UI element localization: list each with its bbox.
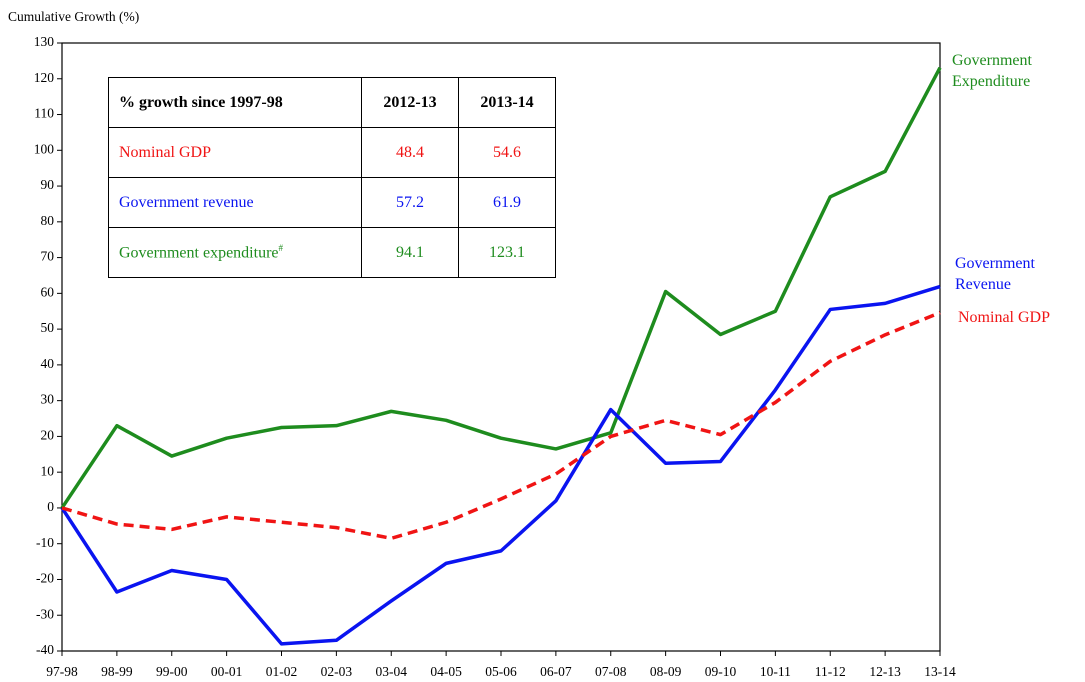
y-tick-label: 20 bbox=[41, 428, 55, 443]
table-value: 57.2 bbox=[361, 177, 459, 228]
row-label: Government revenue bbox=[119, 193, 254, 211]
x-tick-label: 97-98 bbox=[46, 664, 78, 679]
table-header-cell: 2013-14 bbox=[458, 77, 556, 128]
y-tick-label: -30 bbox=[36, 606, 54, 621]
table-value: 48.4 bbox=[361, 127, 459, 178]
y-tick-label: -20 bbox=[36, 571, 54, 586]
row-label: Nominal GDP bbox=[119, 143, 211, 161]
y-tick-label: 130 bbox=[34, 34, 55, 49]
x-tick-label: 02-03 bbox=[321, 664, 353, 679]
series-line bbox=[61, 311, 941, 541]
series-label: Nominal GDP bbox=[958, 309, 1050, 326]
table-value: 61.9 bbox=[458, 177, 556, 228]
x-tick-label: 09-10 bbox=[705, 664, 737, 679]
x-tick-label: 01-02 bbox=[266, 664, 298, 679]
summary-table: % growth since 1997-98 2012-13 2013-14 N… bbox=[108, 77, 556, 278]
table-value: 54.6 bbox=[458, 127, 556, 178]
table-header-cell: % growth since 1997-98 bbox=[108, 77, 362, 128]
y-tick-label: 80 bbox=[41, 213, 55, 228]
series-label: Government Expenditure bbox=[952, 52, 1032, 90]
table-header: % growth since 1997-98 2012-13 2013-14 bbox=[108, 77, 556, 128]
x-tick-label: 03-04 bbox=[376, 664, 408, 679]
table-value: 123.1 bbox=[458, 227, 556, 278]
x-tick-label: 06-07 bbox=[540, 664, 572, 679]
row-label: Government expenditure bbox=[119, 244, 279, 262]
table-value: 94.1 bbox=[361, 227, 459, 278]
series-label: Government Revenue bbox=[955, 255, 1035, 293]
table-header-cell: 2012-13 bbox=[361, 77, 459, 128]
y-tick-label: 90 bbox=[41, 177, 55, 192]
y-tick-label: 70 bbox=[41, 249, 55, 264]
x-tick-label: 13-14 bbox=[924, 664, 956, 679]
x-tick-label: 12-13 bbox=[869, 664, 901, 679]
x-tick-label: 04-05 bbox=[430, 664, 462, 679]
x-tick-label: 08-09 bbox=[650, 664, 682, 679]
series-line bbox=[60, 66, 942, 509]
table-row: Government expenditure# 94.1 123.1 bbox=[108, 227, 556, 278]
y-tick-label: -40 bbox=[36, 642, 54, 657]
y-axis-title: Cumulative Growth (%) bbox=[8, 9, 139, 24]
x-tick-label: 10-11 bbox=[760, 664, 791, 679]
y-tick-label: 40 bbox=[41, 356, 55, 371]
y-tick-label: 50 bbox=[41, 320, 55, 335]
y-tick-label: 10 bbox=[41, 463, 55, 478]
row-marker: # bbox=[278, 242, 284, 253]
y-tick-label: 0 bbox=[47, 499, 54, 514]
x-tick-label: 00-01 bbox=[211, 664, 243, 679]
row-label-cell: Government expenditure# bbox=[108, 227, 362, 278]
row-label-cell: Government revenue bbox=[108, 177, 362, 228]
x-tick-label: 98-99 bbox=[101, 664, 133, 679]
table-row: Government revenue 57.2 61.9 bbox=[108, 177, 556, 228]
x-tick-label: 05-06 bbox=[485, 664, 517, 679]
y-tick-label: 110 bbox=[34, 106, 54, 121]
y-tick-label: 120 bbox=[34, 70, 55, 85]
y-tick-label: 60 bbox=[41, 284, 55, 299]
x-tick-label: 11-12 bbox=[815, 664, 846, 679]
row-label-cell: Nominal GDP bbox=[108, 127, 362, 178]
y-tick-label: 100 bbox=[34, 141, 55, 156]
series-line bbox=[60, 284, 941, 646]
y-tick-label: -10 bbox=[36, 535, 54, 550]
y-tick-label: 30 bbox=[41, 392, 55, 407]
x-tick-label: 99-00 bbox=[156, 664, 188, 679]
x-tick-label: 07-08 bbox=[595, 664, 627, 679]
table-row: Nominal GDP 48.4 54.6 bbox=[108, 127, 556, 178]
